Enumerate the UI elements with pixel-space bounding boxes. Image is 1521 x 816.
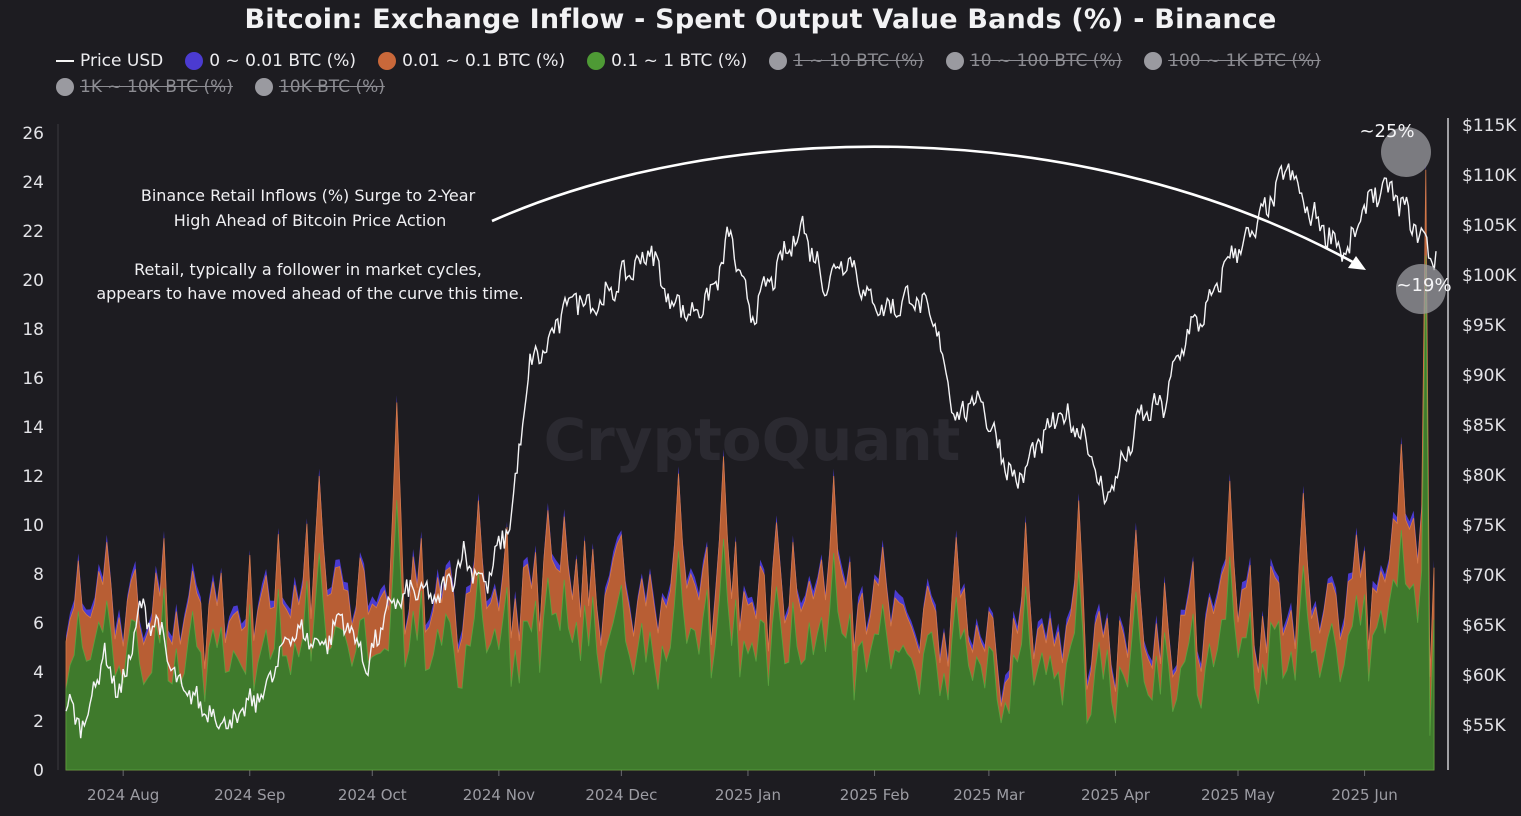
legend-item-8[interactable]: 10K BTC (%) <box>254 76 385 98</box>
legend-dot-icon <box>945 52 964 70</box>
chart-legend: Price USD 0 ~ 0.01 BTC (%) 0.01 ~ 0.1 BTC … <box>56 50 1496 98</box>
legend-item-0[interactable]: Price USD <box>56 50 163 72</box>
x-tick-label: 2025 Jan <box>715 786 781 804</box>
legend-dot-icon <box>185 52 204 70</box>
y-right-tick-label: $60K <box>1462 666 1506 686</box>
legend-item-4[interactable]: 1 ~ 10 BTC (%) <box>769 50 924 72</box>
y-left-tick-label: 18 <box>22 320 44 340</box>
y-left-tick-label: 4 <box>33 663 44 683</box>
y-left-tick-label: 26 <box>22 124 44 144</box>
legend-label: 10K BTC (%) <box>278 77 385 97</box>
y-right-tick-label: $75K <box>1462 516 1506 536</box>
y-left-tick-label: 8 <box>33 565 44 585</box>
chart-title: Bitcoin: Exchange Inflow - Spent Output … <box>244 4 1277 35</box>
annotation-body-line-1: Retail, typically a follower in market c… <box>134 260 482 279</box>
legend-dot-icon <box>378 52 397 70</box>
legend-label: 0.01 ~ 0.1 BTC (%) <box>402 51 566 71</box>
callout-19-circle <box>1396 264 1446 314</box>
legend-line-swatch <box>56 60 74 62</box>
y-left-tick-label: 16 <box>22 369 44 389</box>
x-tick-label: 2025 Feb <box>840 786 910 804</box>
y-left-tick-label: 6 <box>33 614 44 634</box>
series-area-0-0.01-btc <box>66 157 1434 770</box>
series-line-price-usd <box>65 163 1437 739</box>
y-left-tick-label: 10 <box>22 516 44 536</box>
legend-dot-icon <box>1144 52 1163 70</box>
legend-item-5[interactable]: 10 ~ 100 BTC (%) <box>945 50 1123 72</box>
legend-label: Price USD <box>80 51 164 71</box>
legend-label: 100 ~ 1K BTC (%) <box>1168 51 1321 71</box>
x-tick-label: 2024 Sep <box>214 786 285 804</box>
y-left-tick-label: 22 <box>22 222 44 242</box>
y-left-tick-label: 12 <box>22 467 44 487</box>
x-axis: 2024 Aug 2024 Sep 2024 Oct 2024 Nov 2024 Dec… <box>87 770 1398 804</box>
y-axis-right: $55K $60K $65K $70K $75K $80K $85K $90K $95K $100… <box>1462 116 1517 736</box>
y-right-tick-label: $70K <box>1462 566 1506 586</box>
legend-label: 0 ~ 0.01 BTC (%) <box>209 51 357 71</box>
callout-19-label: ~19% <box>1396 275 1451 296</box>
legend-label: 10 ~ 100 BTC (%) <box>969 51 1123 71</box>
y-right-tick-label: $80K <box>1462 466 1506 486</box>
series-area-0.1-1-btc <box>65 255 1435 771</box>
annotation-arrowhead <box>1348 256 1366 270</box>
x-tick-label: 2024 Dec <box>585 786 657 804</box>
x-tick-label: 2025 Jun <box>1331 786 1397 804</box>
legend-item-1[interactable]: 0 ~ 0.01 BTC (%) <box>185 50 356 72</box>
y-right-tick-label: $100K <box>1462 266 1517 286</box>
x-tick-label: 2025 May <box>1201 786 1275 804</box>
legend-dot-icon <box>56 78 74 96</box>
y-right-tick-label: $105K <box>1462 216 1517 236</box>
legend-label: 1 ~ 10 BTC (%) <box>793 51 924 71</box>
legend-label: 1K ~ 10K BTC (%) <box>80 77 233 97</box>
y-left-tick-label: 0 <box>33 761 44 781</box>
legend-item-2[interactable]: 0.01 ~ 0.1 BTC (%) <box>378 50 565 72</box>
legend-dot-icon <box>587 52 606 70</box>
y-left-tick-label: 24 <box>22 173 44 193</box>
annotation-body-line-2: appears to have moved ahead of the curve… <box>96 284 523 303</box>
legend-item-6[interactable]: 100 ~ 1K BTC (%) <box>1144 50 1321 72</box>
y-right-tick-label: $110K <box>1462 166 1517 186</box>
watermark: CryptoQuant <box>544 406 961 474</box>
callout-25-circle <box>1381 127 1431 177</box>
x-tick-label: 2024 Nov <box>463 786 535 804</box>
legend-item-7[interactable]: 1K ~ 10K BTC (%) <box>56 76 233 98</box>
x-tick-label: 2024 Oct <box>338 786 407 804</box>
x-tick-label: 2024 Aug <box>87 786 159 804</box>
annotation-headline-line-2: High Ahead of Bitcoin Price Action <box>174 211 447 230</box>
x-tick-label: 2025 Mar <box>953 786 1025 804</box>
legend-dot-icon <box>254 78 273 96</box>
y-left-tick-label: 14 <box>22 418 44 438</box>
series-area-0.01-0.1-btc <box>65 169 1435 771</box>
annotation-arrow <box>491 145 1361 268</box>
legend-label: 0.1 ~ 1 BTC (%) <box>611 51 748 71</box>
callout-25-label: ~25% <box>1359 121 1414 142</box>
y-left-tick-label: 20 <box>22 271 44 291</box>
y-right-tick-label: $115K <box>1462 116 1517 136</box>
y-right-tick-label: $90K <box>1462 366 1506 386</box>
annotation-headline-line-1: Binance Retail Inflows (%) Surge to 2-Ye… <box>141 186 476 205</box>
y-right-tick-label: $55K <box>1462 716 1506 736</box>
x-tick-label: 2025 Apr <box>1081 786 1151 804</box>
y-right-tick-label: $85K <box>1462 416 1506 436</box>
y-left-tick-label: 2 <box>33 712 44 732</box>
y-right-tick-label: $65K <box>1462 616 1506 636</box>
legend-item-3[interactable]: 0.1 ~ 1 BTC (%) <box>587 50 747 72</box>
legend-dot-icon <box>769 52 788 70</box>
y-right-tick-label: $95K <box>1462 316 1506 336</box>
annotations: Binance Retail Inflows (%) Surge to 2-Ye… <box>96 121 1452 314</box>
